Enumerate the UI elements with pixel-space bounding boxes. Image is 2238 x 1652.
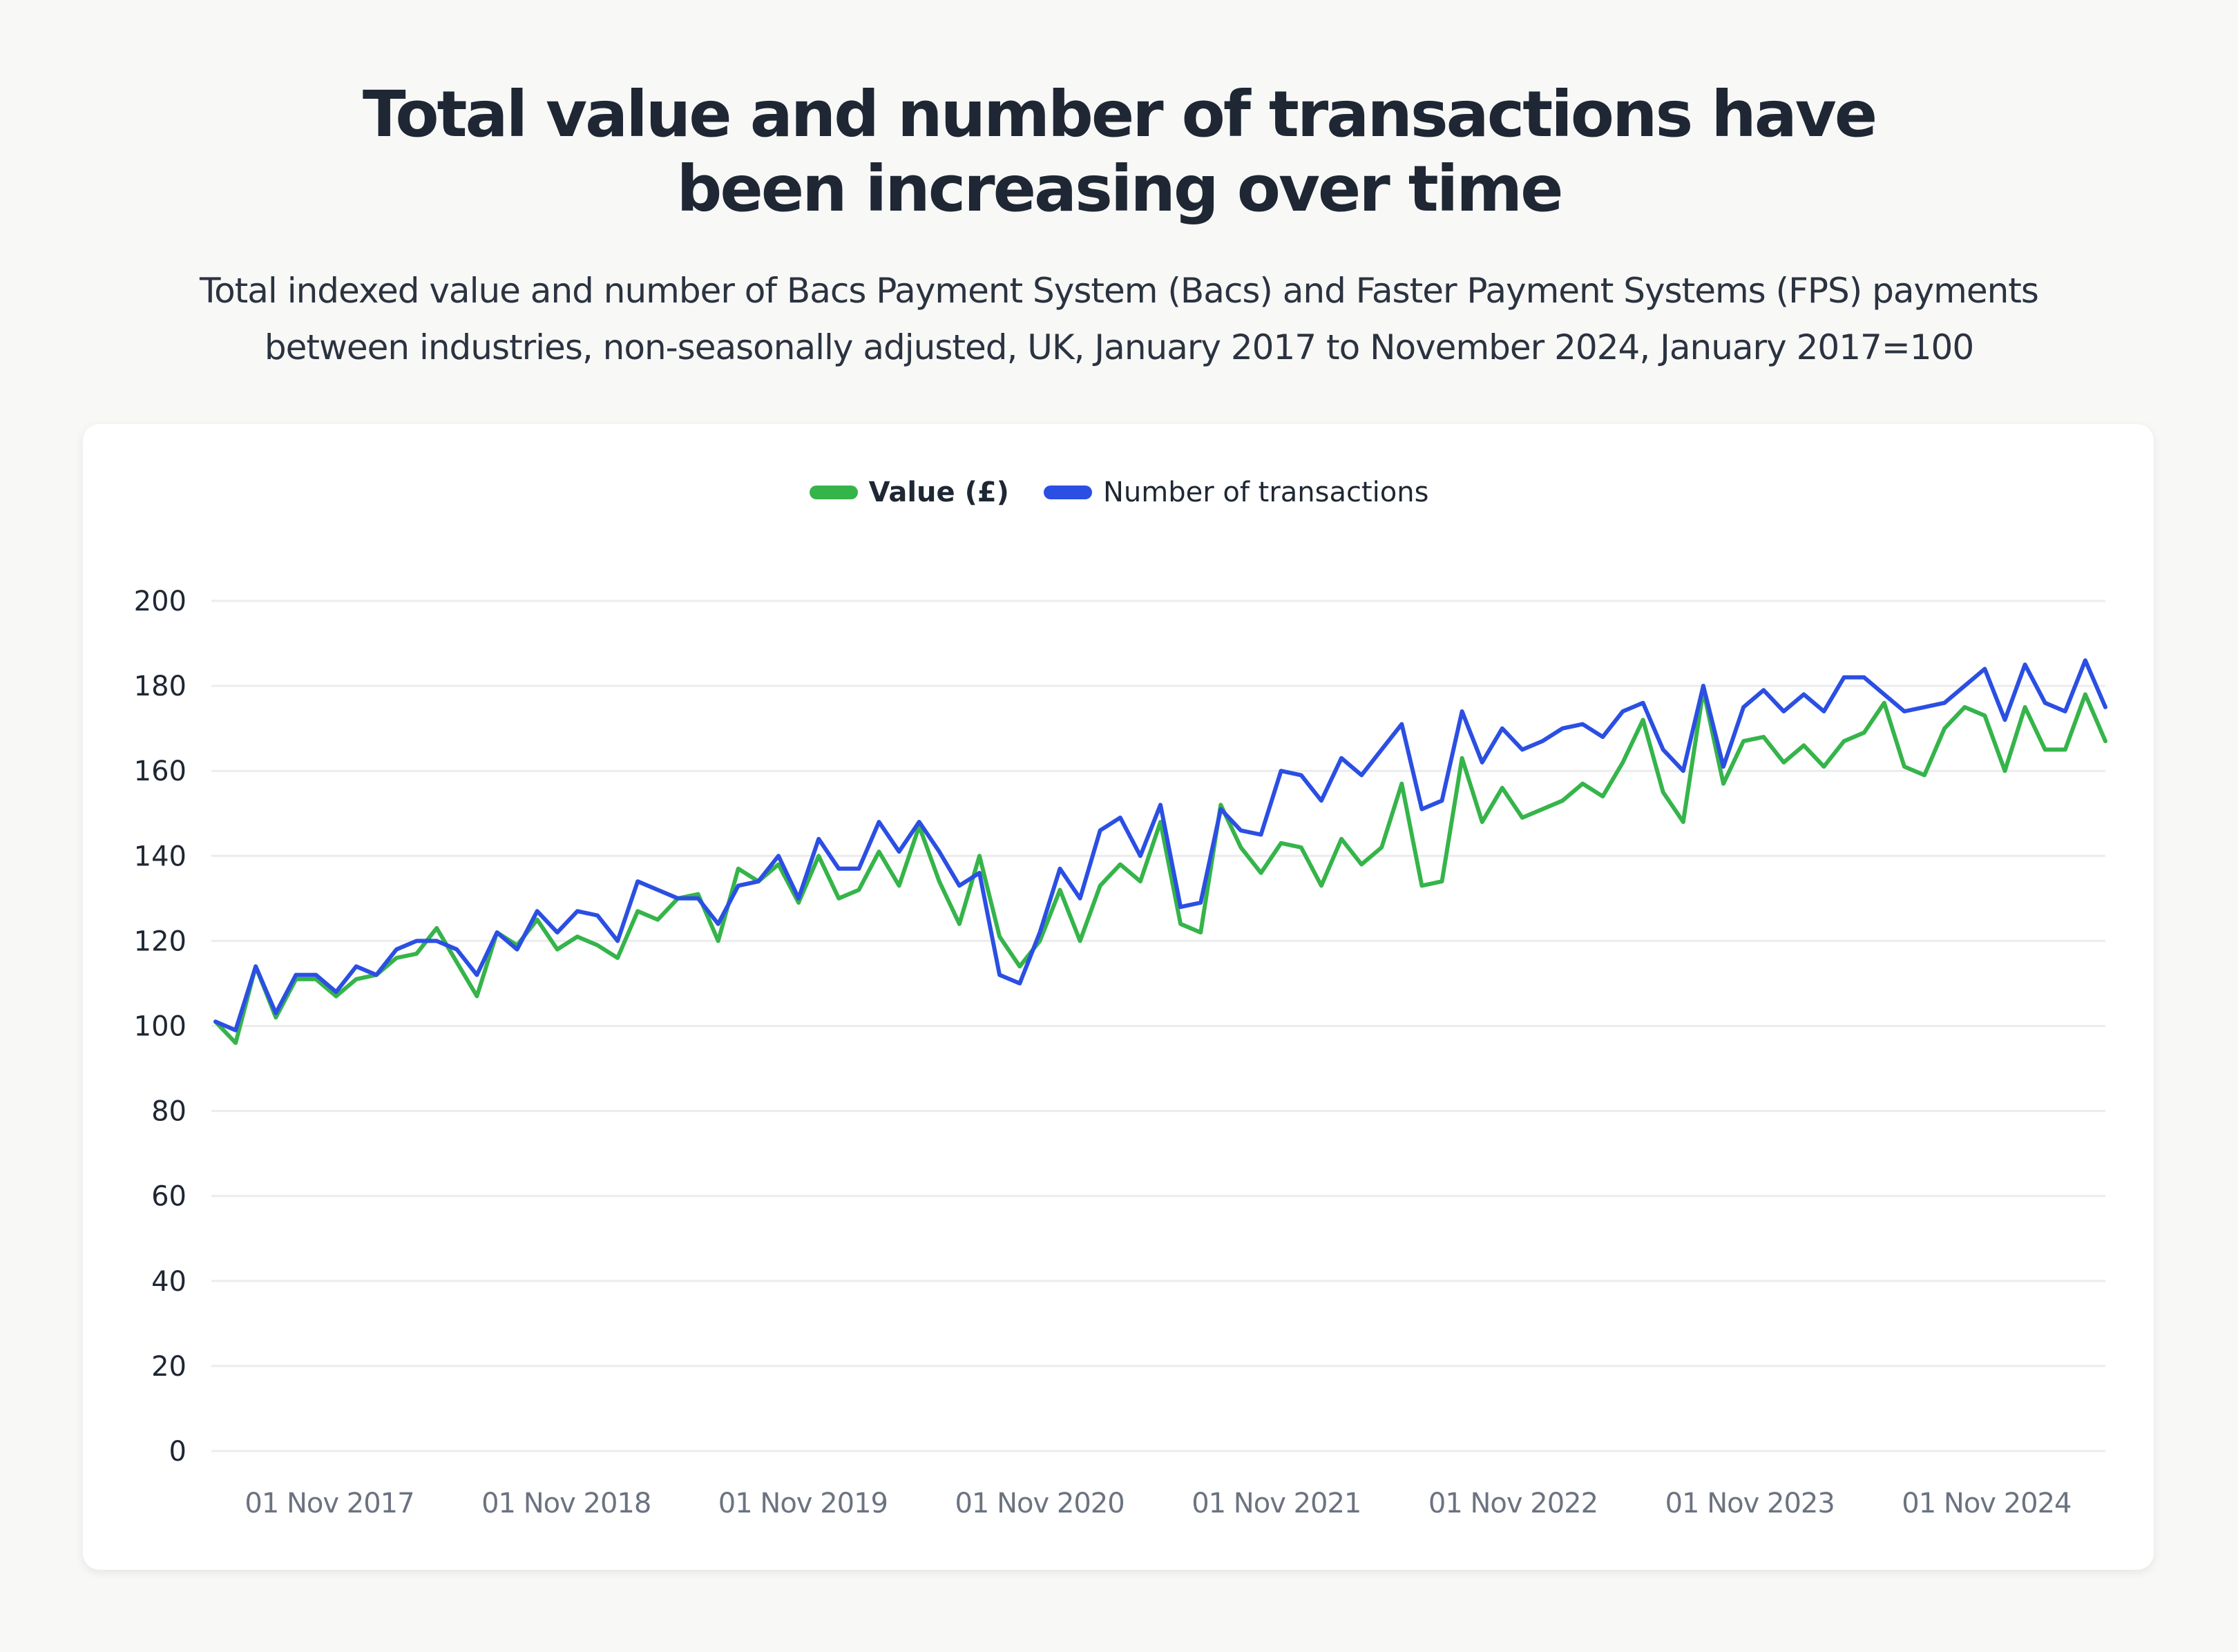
series-line-value xyxy=(213,688,2107,1046)
legend-label-transactions: Number of transactions xyxy=(1102,477,1429,508)
legend-swatch-value xyxy=(809,486,858,499)
legend-label-value: Value (£) xyxy=(868,477,1009,508)
x-tick-label: 01 Nov 2021 xyxy=(1192,1488,1361,1519)
y-tick-label: 20 xyxy=(151,1351,186,1383)
page-title: Total value and number of transactions h… xyxy=(0,77,2238,227)
y-tick-label: 40 xyxy=(151,1266,186,1298)
subtitle-line-1: Total indexed value and number of Bacs P… xyxy=(200,271,2039,311)
subtitle-line-2: between industries, non-seasonally adjus… xyxy=(264,327,1974,367)
gridlines xyxy=(211,599,2105,1452)
y-tick-label: 180 xyxy=(134,671,186,702)
y-tick-label: 160 xyxy=(134,756,186,787)
title-line-2: been increasing over time xyxy=(676,152,1563,226)
x-tick-label: 01 Nov 2019 xyxy=(718,1488,888,1519)
page-subtitle: Total indexed value and number of Bacs P… xyxy=(0,262,2238,376)
chart-legend: Value (£) Number of transactions xyxy=(0,477,2238,508)
x-tick-label: 01 Nov 2018 xyxy=(481,1488,651,1519)
legend-item-value[interactable]: Value (£) xyxy=(809,477,1009,508)
legend-swatch-transactions xyxy=(1043,486,1092,499)
y-tick-label: 0 xyxy=(169,1436,186,1468)
title-line-1: Total value and number of transactions h… xyxy=(362,77,1877,151)
x-tick-label: 01 Nov 2022 xyxy=(1428,1488,1598,1519)
x-tick-label: 01 Nov 2020 xyxy=(955,1488,1124,1519)
x-tick-label: 01 Nov 2017 xyxy=(245,1488,414,1519)
y-axis: 0 20 40 60 80 100 120 140 160 180 200 xyxy=(134,586,186,1468)
y-tick-label: 140 xyxy=(134,841,186,872)
x-tick-label: 01 Nov 2024 xyxy=(1902,1488,2071,1519)
y-tick-label: 120 xyxy=(134,925,186,957)
x-axis: 01 Nov 2017 01 Nov 2018 01 Nov 2019 01 Nov … xyxy=(245,1488,2072,1519)
y-tick-label: 80 xyxy=(151,1096,186,1128)
chart-card xyxy=(83,424,2154,1570)
legend-item-transactions[interactable]: Number of transactions xyxy=(1043,477,1429,508)
series-line-transactions xyxy=(213,658,2107,1032)
series-lines xyxy=(213,658,2107,1046)
x-tick-label: 01 Nov 2023 xyxy=(1665,1488,1835,1519)
y-tick-label: 100 xyxy=(134,1011,186,1043)
y-tick-label: 200 xyxy=(134,586,186,617)
y-tick-label: 60 xyxy=(151,1181,186,1213)
